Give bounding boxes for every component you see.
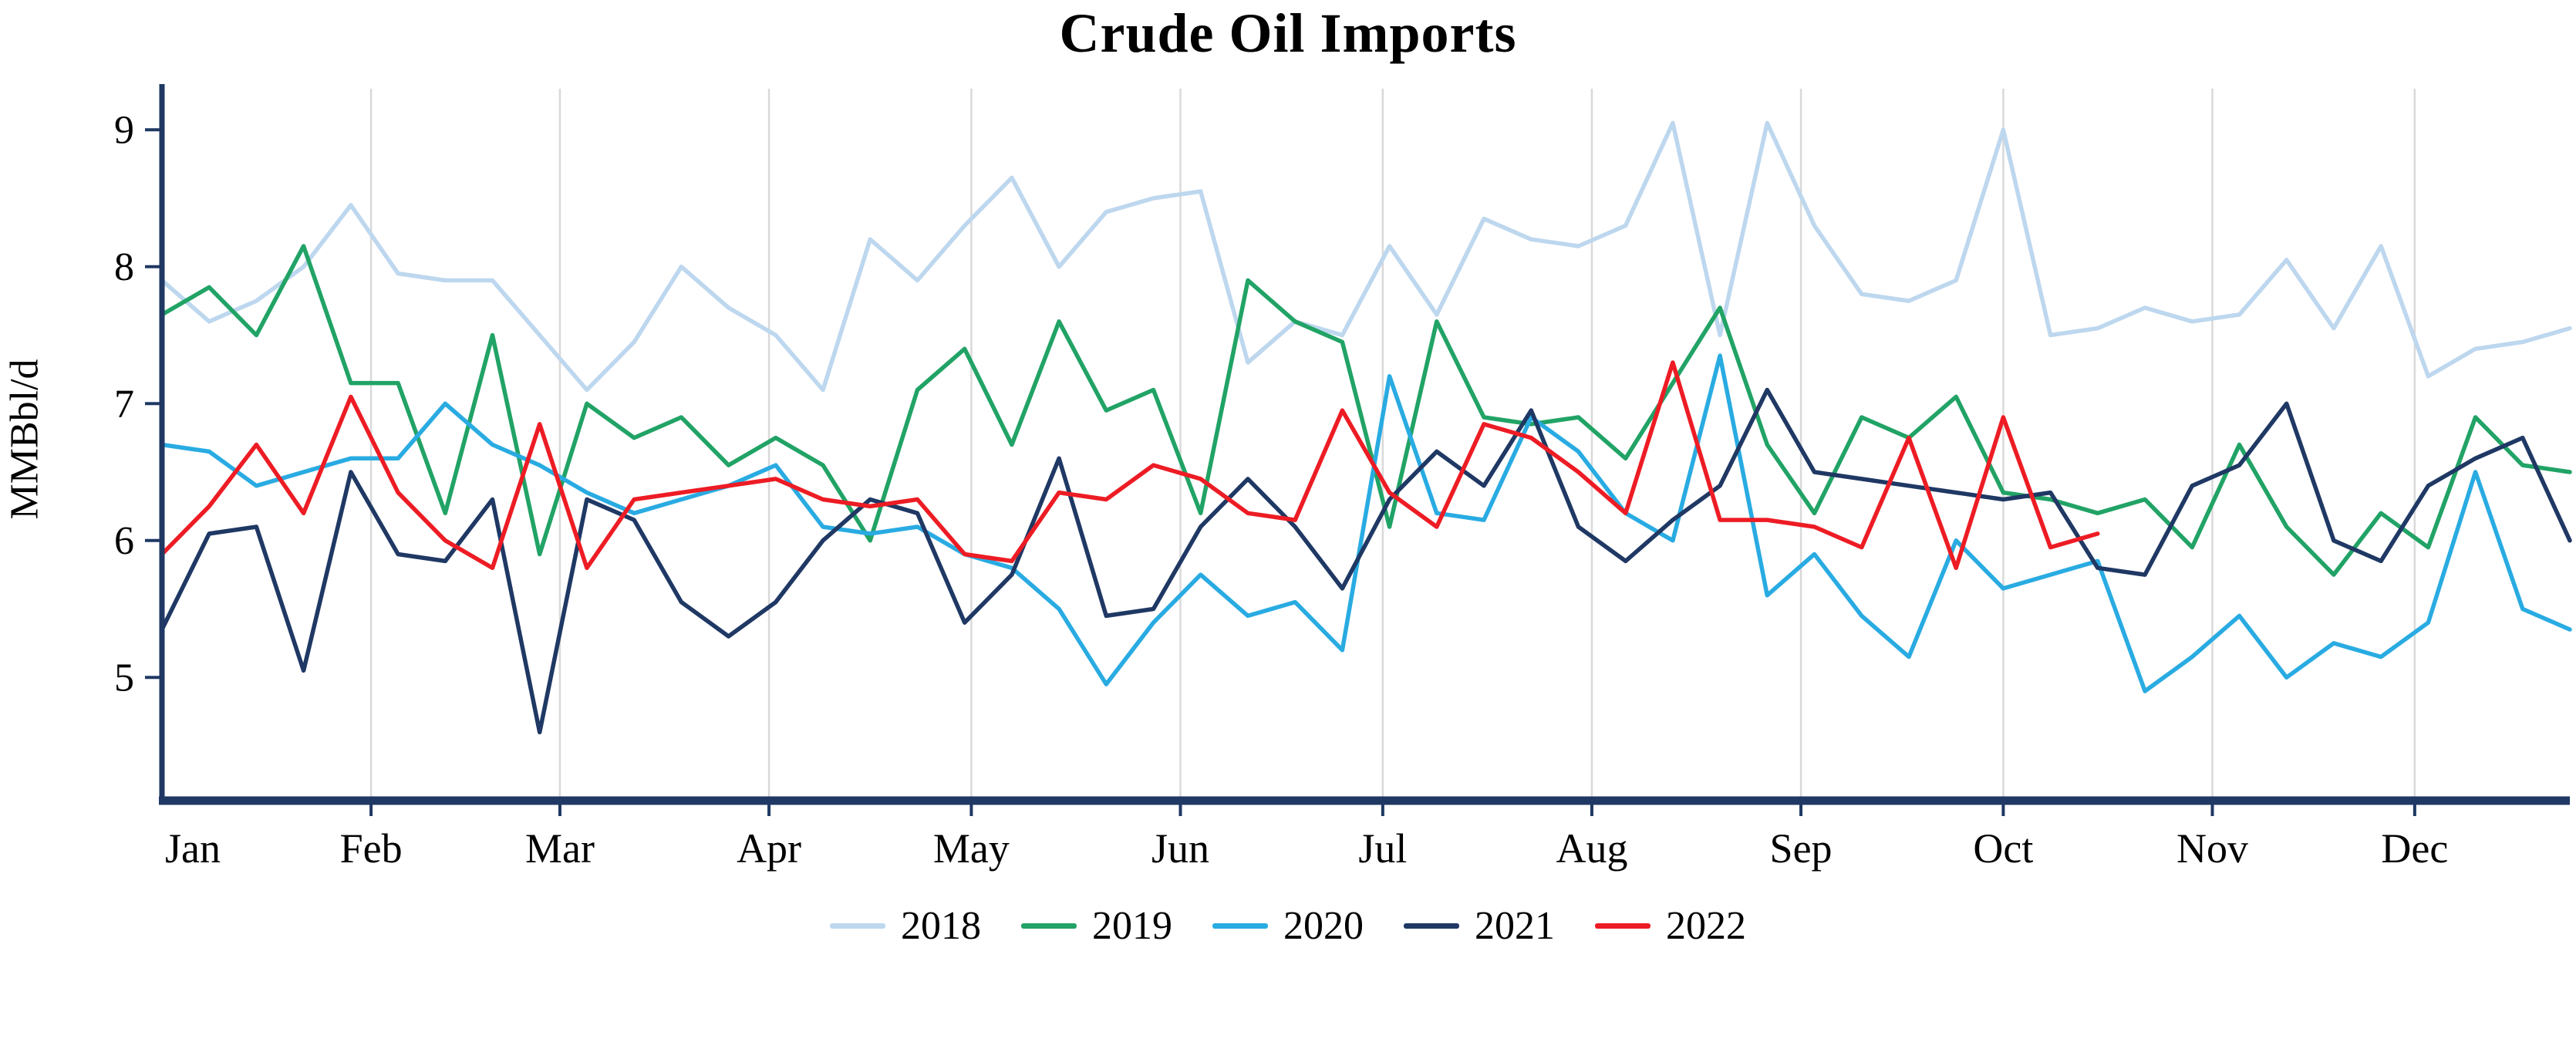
series-line-2021 — [160, 387, 2572, 735]
legend: 2018 2019 2020 2021 2022 — [0, 895, 2576, 956]
y-tick-label: 8 — [114, 245, 134, 289]
legend-item-2019: 2019 — [1021, 903, 1172, 949]
x-tick-label: Dec — [2381, 825, 2448, 872]
x-tick-label: Jul — [1358, 825, 1407, 872]
legend-swatch-2018 — [830, 923, 885, 929]
x-tick-label: Apr — [737, 825, 801, 872]
legend-label-2021: 2021 — [1475, 903, 1555, 948]
legend-item-2021: 2021 — [1404, 903, 1555, 949]
x-tick-label: Jun — [1151, 825, 1209, 872]
y-tick-label: 6 — [114, 519, 134, 563]
legend-swatch-2019 — [1021, 923, 1077, 929]
x-tick-label: Oct — [1973, 825, 2033, 872]
y-tick-label: 7 — [114, 382, 134, 426]
chart-title: Crude Oil Imports — [1059, 2, 1517, 64]
x-tick-label: Sep — [1770, 825, 1833, 872]
series-line-2018 — [160, 120, 2572, 393]
legend-item-2018: 2018 — [830, 903, 981, 949]
y-tick-label: 5 — [114, 656, 134, 700]
x-tick-label: Aug — [1556, 825, 1627, 872]
legend-swatch-2020 — [1212, 923, 1268, 929]
legend-item-2020: 2020 — [1212, 903, 1364, 949]
series-line-2020 — [160, 353, 2572, 693]
legend-swatch-2022 — [1595, 923, 1650, 929]
x-tick-label: Jan — [165, 825, 221, 872]
legend-item-2022: 2022 — [1595, 903, 1746, 949]
x-tick-label: May — [933, 825, 1010, 872]
legend-label-2022: 2022 — [1666, 903, 1746, 948]
plot-area: 5 6 7 8 9 Jan Feb Mar Apr May Jun Jul Aug Sep Oct Nov De… — [114, 84, 2572, 872]
series-line-2022 — [160, 360, 2100, 571]
y-tick-label: 9 — [114, 108, 134, 152]
legend-label-2019: 2019 — [1092, 903, 1172, 948]
legend-label-2018: 2018 — [901, 903, 981, 948]
x-tick-label: Mar — [525, 825, 595, 872]
x-tick-label: Feb — [340, 825, 403, 872]
x-tick-label: Nov — [2176, 825, 2248, 872]
legend-swatch-2021 — [1404, 923, 1459, 929]
legend-label-2020: 2020 — [1283, 903, 1364, 948]
